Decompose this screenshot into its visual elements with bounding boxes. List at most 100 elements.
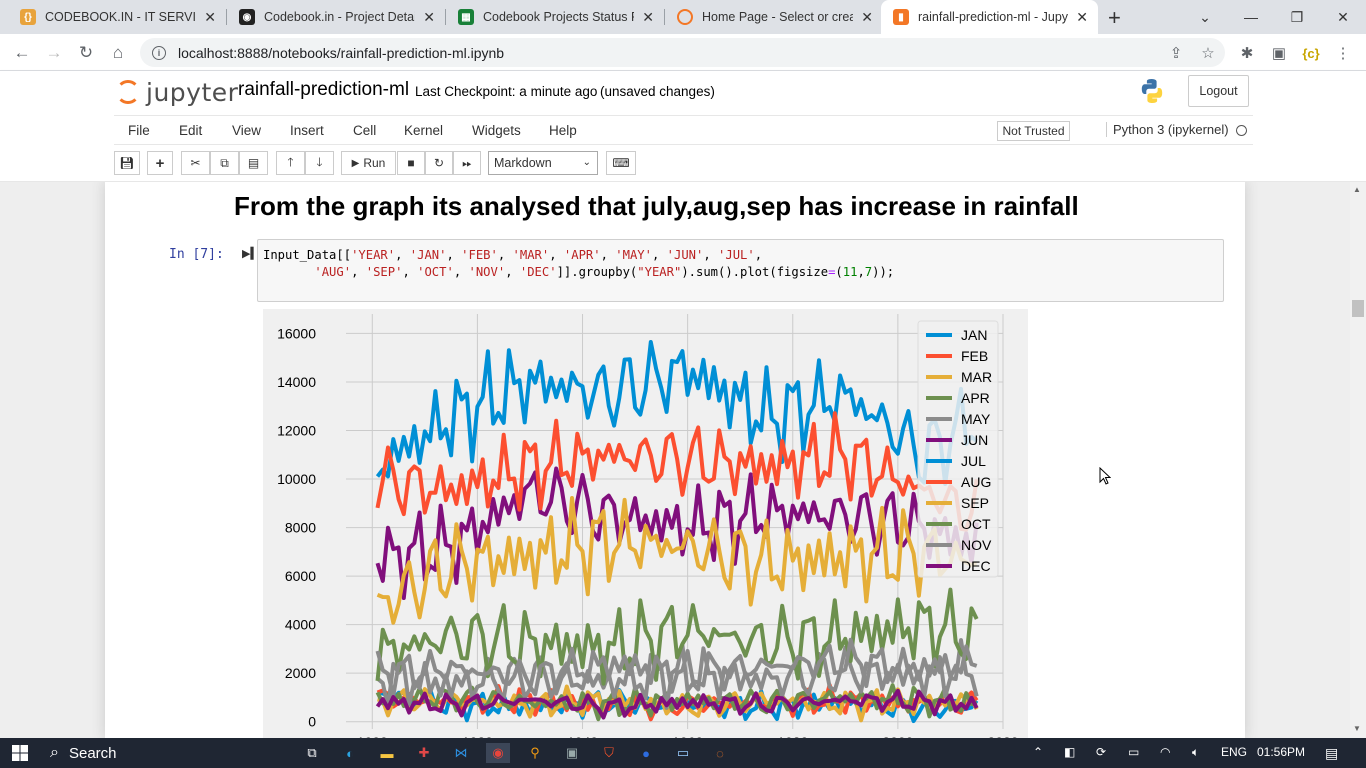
move-down-icon[interactable]: 🡓 bbox=[305, 151, 334, 175]
windows-start-icon[interactable] bbox=[10, 743, 30, 763]
browser-tab-4[interactable]: Home Page - Select or create ✕ bbox=[665, 0, 883, 34]
new-tab-button[interactable]: + bbox=[1108, 5, 1121, 30]
app-icon[interactable]: ✚ bbox=[418, 745, 430, 760]
file-explorer-icon[interactable]: ▬ bbox=[380, 745, 394, 761]
url-text[interactable]: localhost:8888/notebooks/rainfall-predic… bbox=[178, 44, 505, 61]
info-icon[interactable]: i bbox=[152, 45, 166, 60]
app-icon-2[interactable]: ▣ bbox=[565, 745, 579, 760]
kernel-name[interactable]: Python 3 (ipykernel) bbox=[1106, 122, 1229, 137]
extensions-icon[interactable]: ✱ bbox=[1240, 45, 1254, 62]
menu-kernel[interactable]: Kernel bbox=[404, 123, 444, 138]
menu-cell[interactable]: Cell bbox=[353, 123, 377, 138]
menu-icon[interactable]: ⋮ bbox=[1335, 45, 1351, 62]
code-cell-editor[interactable]: Input_Data[['YEAR', 'JAN', 'FEB', 'MAR',… bbox=[257, 239, 1224, 302]
windows-taskbar: ⌕ Search ⧉ ◐ ▬ ✚ ⋈ ◉ ⚲ ▣ ⛉ ● ▭ ◌ ⌃ ◧ ⟳ ▭ … bbox=[0, 738, 1366, 768]
notebook-name[interactable]: rainfall-prediction-ml bbox=[238, 79, 410, 100]
close-icon[interactable]: ✕ bbox=[861, 8, 873, 25]
save-icon[interactable]: 💾︎ bbox=[114, 151, 140, 175]
scroll-up-icon[interactable]: ▲ bbox=[1353, 185, 1361, 194]
browser-tab-3[interactable]: ▦ Codebook Projects Status Re ✕ bbox=[446, 0, 664, 34]
tab-title: Codebook Projects Status Re bbox=[483, 10, 635, 24]
sync-icon[interactable]: ⟳ bbox=[1096, 745, 1107, 759]
cell-type-select[interactable]: Markdown ⌄ bbox=[488, 151, 598, 175]
markdown-heading[interactable]: From the graph its analysed that july,au… bbox=[234, 191, 1079, 221]
mouse-cursor-icon bbox=[1099, 467, 1111, 485]
language-indicator[interactable]: ENG bbox=[1221, 745, 1248, 759]
run-cell-icon[interactable]: ▶▍ bbox=[242, 248, 259, 260]
tab-search-icon[interactable]: ⌄ bbox=[1199, 8, 1211, 25]
battery-icon[interactable]: ▭ bbox=[1128, 745, 1140, 759]
x-tick-label: 1980 bbox=[777, 734, 808, 738]
minimize-button[interactable]: — bbox=[1244, 9, 1258, 25]
series-line-nov bbox=[375, 637, 978, 698]
close-icon[interactable]: ✕ bbox=[204, 8, 216, 25]
wifi-icon[interactable]: ◠ bbox=[1160, 745, 1171, 759]
zoom-icon[interactable]: ● bbox=[642, 745, 650, 761]
notifications-icon[interactable]: ▤ bbox=[1325, 745, 1339, 761]
home-icon[interactable]: ⌂ bbox=[112, 43, 124, 62]
menu-insert[interactable]: Insert bbox=[290, 123, 324, 138]
series-line-oct bbox=[375, 587, 979, 686]
menu-edit[interactable]: Edit bbox=[179, 123, 203, 138]
menu-file[interactable]: File bbox=[128, 123, 150, 138]
tab-divider bbox=[226, 9, 227, 25]
paste-icon[interactable]: ▤ bbox=[239, 151, 268, 175]
browser-tab-5-active[interactable]: ▮ rainfall-prediction-ml - Jupyt ✕ bbox=[881, 0, 1098, 34]
close-icon[interactable]: ✕ bbox=[642, 8, 654, 25]
clock[interactable]: 01:56PM bbox=[1257, 745, 1306, 759]
copy-icon[interactable]: ⧉ bbox=[210, 151, 239, 175]
legend-label: MAR bbox=[961, 369, 992, 385]
restart-run-all-icon[interactable]: ⏩︎ bbox=[453, 151, 481, 175]
scrollbar-thumb[interactable] bbox=[1352, 300, 1364, 317]
keyboard-icon[interactable]: ⌨ bbox=[606, 151, 636, 175]
notebook-container: From the graph its analysed that july,au… bbox=[105, 182, 1245, 738]
chrome-icon[interactable]: ◉ bbox=[486, 743, 510, 763]
trust-button[interactable]: Not Trusted bbox=[997, 121, 1070, 141]
scroll-down-icon[interactable]: ▼ bbox=[1353, 724, 1361, 733]
tab-divider bbox=[664, 9, 665, 25]
restore-button[interactable]: ❐ bbox=[1290, 8, 1304, 25]
run-button[interactable]: ▶ Run bbox=[341, 151, 396, 175]
bookmark-star-icon[interactable]: ☆ bbox=[1201, 45, 1215, 62]
legend-label: OCT bbox=[961, 516, 991, 532]
legend-box bbox=[917, 320, 999, 578]
jupyter-logo-icon bbox=[116, 80, 140, 104]
chevron-up-icon[interactable]: ⌃ bbox=[1033, 745, 1044, 759]
close-window-button[interactable]: ✕ bbox=[1337, 8, 1349, 25]
meet-icon[interactable]: ◧ bbox=[1064, 745, 1076, 759]
menu-bar: File Edit View Insert Cell Kernel Widget… bbox=[114, 115, 1253, 145]
brave-icon[interactable]: ⛉ bbox=[604, 745, 614, 760]
insert-cell-icon[interactable]: + bbox=[147, 151, 173, 175]
remote-desktop-icon[interactable]: ▭ bbox=[676, 745, 690, 760]
url-bar[interactable]: i localhost:8888/notebooks/rainfall-pred… bbox=[140, 38, 1225, 67]
vscode-icon[interactable]: ⋈ bbox=[454, 745, 468, 760]
share-icon[interactable]: ⇪ bbox=[1169, 45, 1183, 62]
volume-icon[interactable]: 🔈︎ bbox=[1192, 745, 1200, 759]
jupyter-taskbar-icon[interactable]: ◌ bbox=[716, 745, 724, 761]
forward-icon[interactable]: → bbox=[45, 43, 63, 62]
codebook-extension-icon[interactable]: {c} bbox=[1302, 45, 1320, 61]
search-tool-icon[interactable]: ⚲ bbox=[530, 745, 540, 760]
side-panel-icon[interactable]: ▣ bbox=[1271, 45, 1287, 62]
menu-help[interactable]: Help bbox=[549, 123, 577, 138]
series-line-sep bbox=[376, 496, 977, 625]
close-icon[interactable]: ✕ bbox=[423, 8, 435, 25]
logout-button[interactable]: Logout bbox=[1188, 75, 1249, 107]
vertical-scrollbar[interactable]: ▲ ▼ bbox=[1350, 182, 1366, 738]
jupyter-logo[interactable]: jupyter bbox=[116, 76, 238, 108]
y-tick-label: 2000 bbox=[285, 665, 316, 681]
edge-icon[interactable]: ◐ bbox=[346, 745, 354, 761]
interrupt-icon[interactable]: ■ bbox=[397, 151, 425, 175]
close-icon[interactable]: ✕ bbox=[1076, 8, 1088, 25]
taskbar-search-box[interactable]: ⌕ Search bbox=[40, 738, 296, 768]
browser-tab-1[interactable]: {} CODEBOOK.IN - IT SERVICES ✕ bbox=[8, 0, 226, 34]
restart-icon[interactable]: ↻ bbox=[425, 151, 453, 175]
browser-tab-2[interactable]: ◉ Codebook.in - Project Details ✕ bbox=[227, 0, 445, 34]
cut-icon[interactable]: ✂ bbox=[181, 151, 210, 175]
back-icon[interactable]: ← bbox=[13, 43, 31, 62]
menu-view[interactable]: View bbox=[232, 123, 262, 138]
move-up-icon[interactable]: 🡑 bbox=[276, 151, 305, 175]
task-view-icon[interactable]: ⧉ bbox=[307, 745, 317, 760]
reload-icon[interactable]: ↻ bbox=[78, 43, 94, 62]
menu-widgets[interactable]: Widgets bbox=[472, 123, 521, 138]
